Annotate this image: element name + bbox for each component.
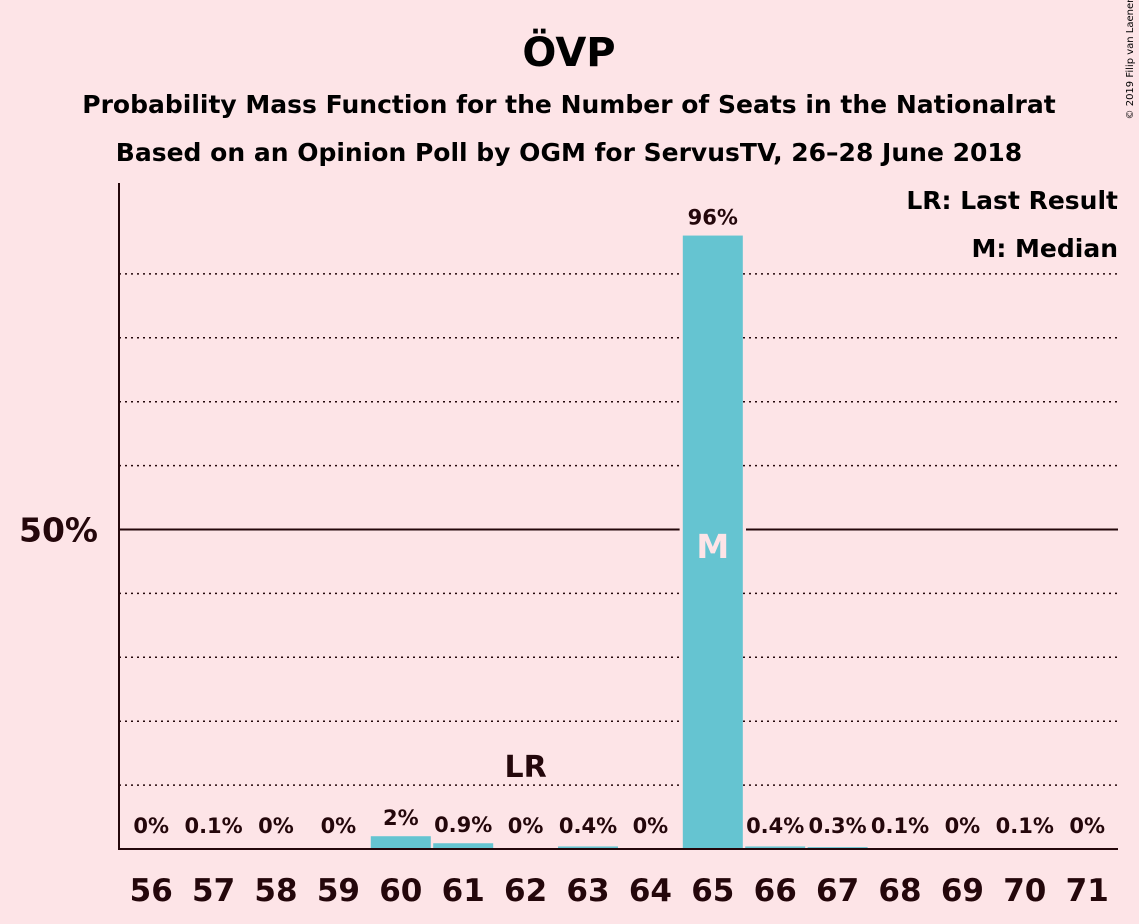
axes xyxy=(118,183,1118,850)
gridlines xyxy=(119,273,1118,786)
chart-subtitle-line-2: Based on an Opinion Poll by OGM for Serv… xyxy=(116,138,1022,167)
chart-title: ÖVP xyxy=(522,28,615,76)
data-label-60: 2% xyxy=(383,806,419,830)
data-label-70: 0.1% xyxy=(996,814,1054,838)
bar-61 xyxy=(433,843,494,849)
copyright-notice: © 2019 Filip van Laenen xyxy=(1125,0,1136,119)
legend-entry-last-result: LR: Last Result xyxy=(906,186,1118,215)
data-label-67: 0.3% xyxy=(808,814,866,838)
bar-66 xyxy=(745,846,806,849)
x-tick-label-57: 57 xyxy=(192,873,235,909)
x-tick-label-56: 56 xyxy=(130,873,173,909)
data-label-56: 0% xyxy=(133,814,169,838)
chart-subtitle-line-1: Probability Mass Function for the Number… xyxy=(82,90,1055,119)
data-label-59: 0% xyxy=(321,814,357,838)
x-tick-label-68: 68 xyxy=(878,873,921,909)
median-marker: M xyxy=(696,527,729,566)
x-tick-label-63: 63 xyxy=(566,873,609,909)
x-tick-label-66: 66 xyxy=(754,873,797,909)
data-label-69: 0% xyxy=(945,814,981,838)
legend-entry-median: M: Median xyxy=(971,234,1118,263)
data-label-58: 0% xyxy=(258,814,294,838)
data-label-57: 0.1% xyxy=(184,814,242,838)
data-label-61: 0.9% xyxy=(434,813,492,837)
x-tick-label-62: 62 xyxy=(504,873,547,909)
data-label-62: 0% xyxy=(508,814,544,838)
data-label-63: 0.4% xyxy=(559,814,617,838)
data-label-71: 0% xyxy=(1069,814,1105,838)
data-labels: 0% 0.1% 0% 0% 2% 0.9% 0% 0.4% 0%96%0.4% 0.3% 0.1% 0… xyxy=(133,206,1105,838)
x-tick-label-71: 71 xyxy=(1066,873,1109,909)
tick-labels: 50% 56 57 58 59 60 61 62 63 64 65 66 67 68 69 70 71 xyxy=(19,511,1109,910)
data-label-64: 0% xyxy=(633,814,669,838)
x-tick-label-69: 69 xyxy=(941,873,984,909)
data-label-66: 0.4% xyxy=(746,814,804,838)
x-tick-label-58: 58 xyxy=(254,873,297,909)
x-tick-label-65: 65 xyxy=(691,873,734,909)
bar-63 xyxy=(558,846,618,849)
data-label-68: 0.1% xyxy=(871,814,929,838)
bars xyxy=(183,235,1055,849)
last-result-marker: LR xyxy=(504,750,546,785)
x-tick-label-61: 61 xyxy=(442,873,485,909)
x-tick-label-67: 67 xyxy=(816,873,859,909)
x-tick-label-59: 59 xyxy=(317,873,360,909)
x-tick-label-70: 70 xyxy=(1003,873,1046,909)
markers: M LR xyxy=(504,527,729,785)
x-tick-label-60: 60 xyxy=(379,873,422,909)
bar-65 xyxy=(682,235,743,849)
bar-60 xyxy=(370,836,431,849)
y-tick-label: 50% xyxy=(19,511,98,550)
x-tick-label-64: 64 xyxy=(629,873,672,909)
data-label-65: 96% xyxy=(688,206,738,230)
